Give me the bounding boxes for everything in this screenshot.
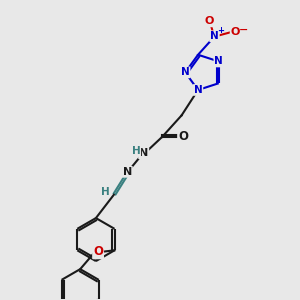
- Text: +: +: [217, 26, 224, 35]
- Text: O: O: [204, 16, 214, 26]
- Text: N: N: [210, 31, 219, 41]
- Text: N: N: [139, 148, 148, 158]
- Text: O: O: [231, 27, 240, 37]
- Text: N: N: [123, 167, 132, 177]
- Text: H: H: [101, 187, 110, 197]
- Text: N: N: [181, 68, 190, 77]
- Text: N: N: [214, 56, 223, 67]
- Text: O: O: [93, 245, 103, 258]
- Text: O: O: [178, 130, 188, 143]
- Text: N: N: [194, 85, 203, 95]
- Text: H: H: [132, 146, 141, 156]
- Text: −: −: [239, 25, 248, 35]
